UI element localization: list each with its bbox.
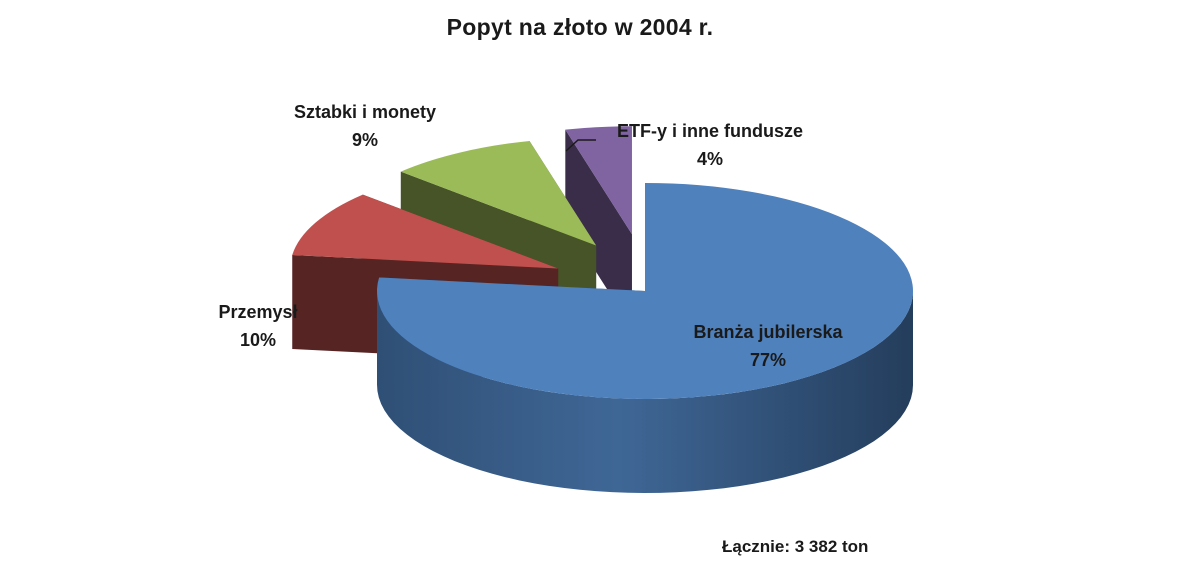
pie-slice-0 (377, 183, 913, 399)
label-sztabki-value: 9% (352, 130, 378, 150)
label-etf-value: 4% (697, 149, 723, 169)
label-sztabki-name: Sztabki i monety (294, 102, 436, 122)
label-etf-name: ETF-y i inne fundusze (617, 121, 803, 141)
slice-face-3-0 (565, 129, 632, 329)
label-przemysl-value: 10% (240, 330, 276, 350)
slice-wall-0 (377, 290, 913, 493)
label-przemysl-name: Przemysł (218, 302, 297, 322)
etf-leader-line (565, 139, 596, 152)
label-bransza-name: Branża jubilerska (693, 322, 843, 342)
pie-slice-1 (292, 194, 559, 269)
total-note: Łącznie: 3 382 ton (722, 537, 869, 556)
chart-title: Popyt na złoto w 2004 r. (446, 14, 714, 40)
pie-slice-3 (565, 126, 632, 235)
label-bransza-value: 77% (750, 350, 786, 370)
pie-slice-2 (400, 140, 597, 246)
